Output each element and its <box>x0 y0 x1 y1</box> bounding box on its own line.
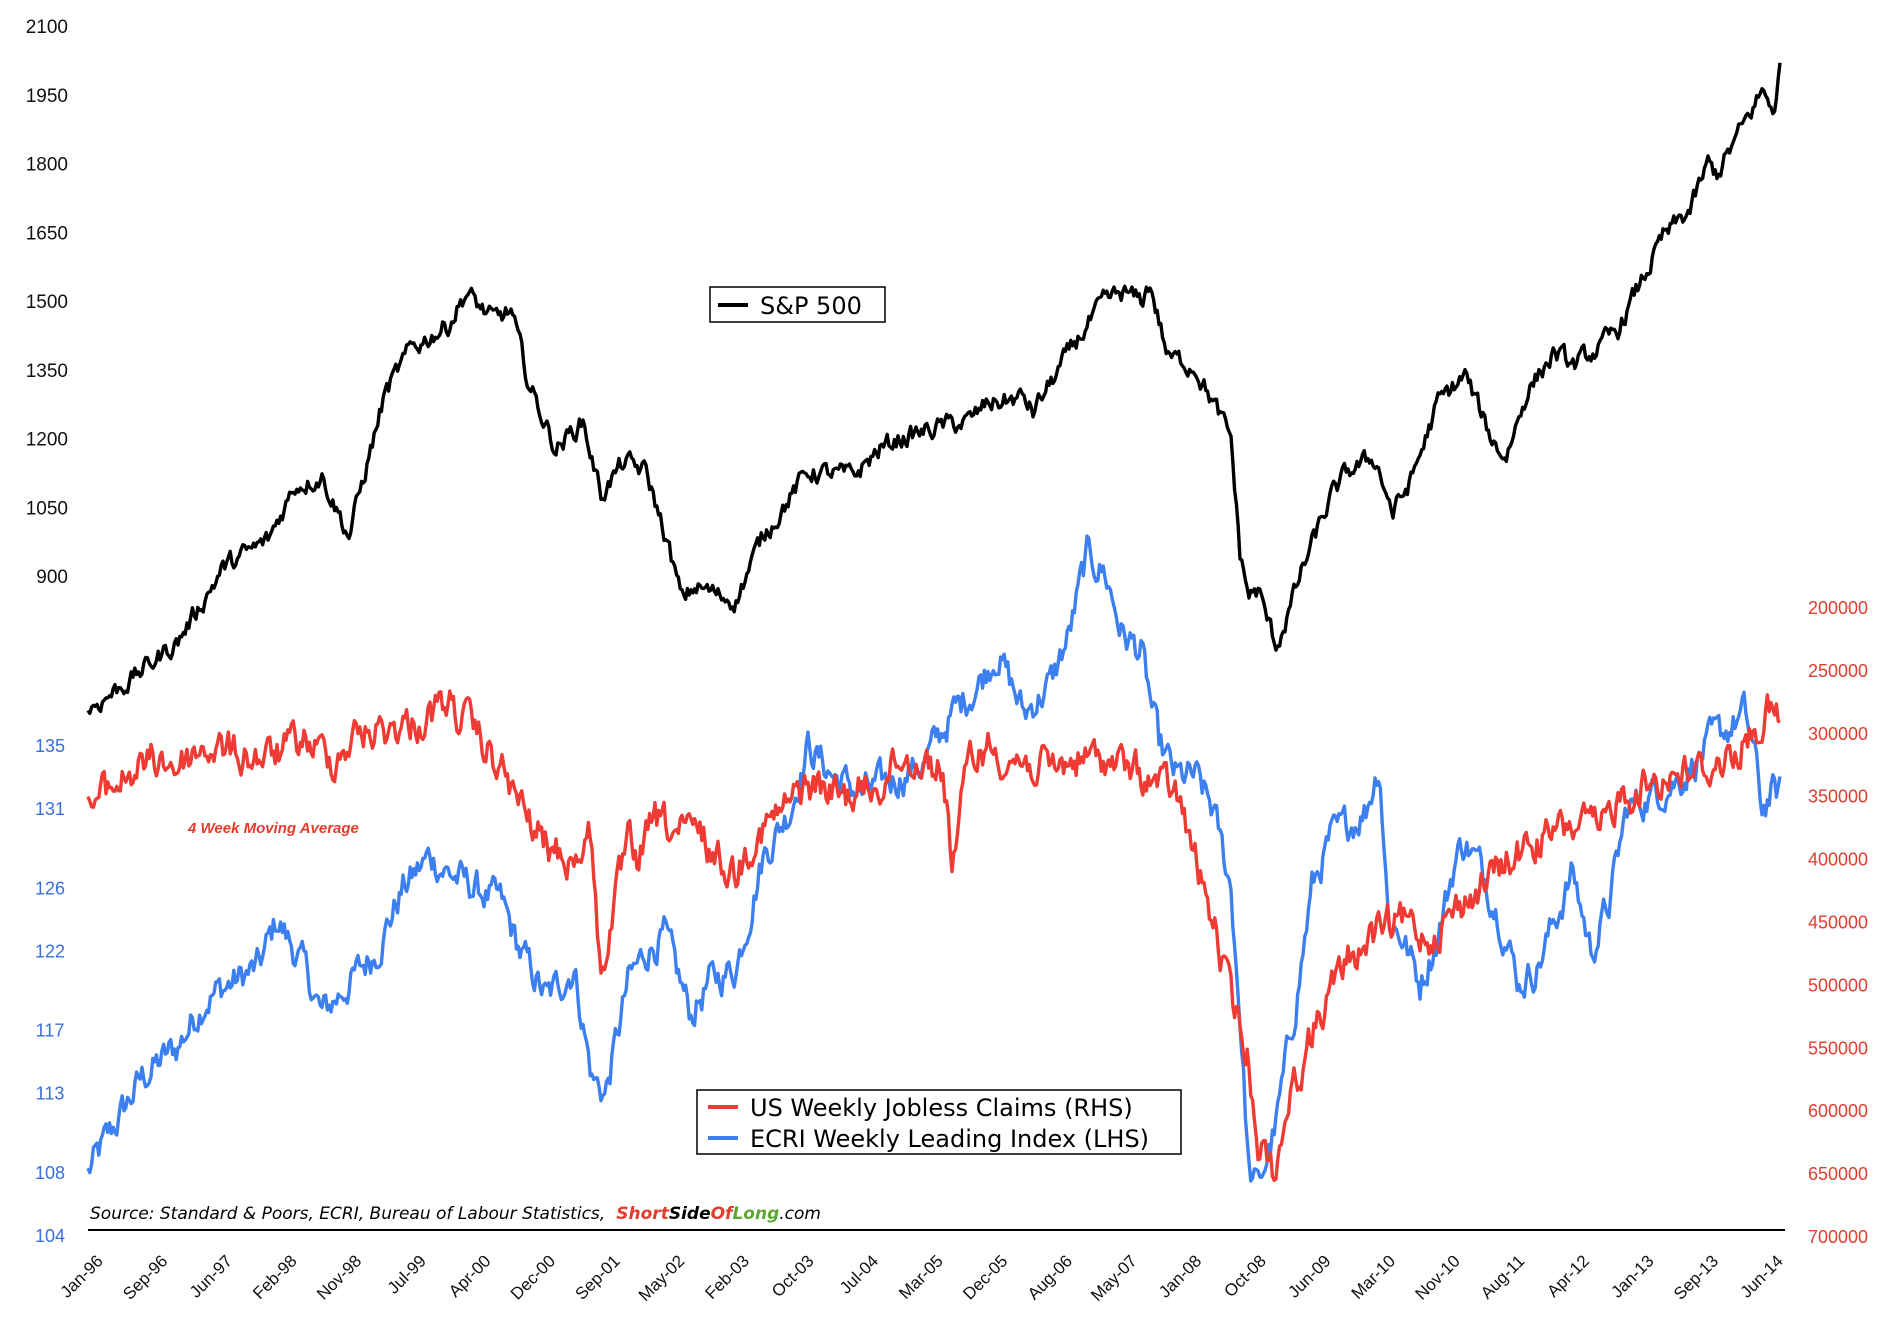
claims-tick-400000: 400000 <box>1808 850 1868 870</box>
sp500-line <box>86 62 1782 716</box>
lower-legend: US Weekly Jobless Claims (RHS) ECRI Week… <box>696 1089 1182 1155</box>
claims-legend-label: US Weekly Jobless Claims (RHS) <box>750 1094 1133 1122</box>
x-tick-Dec-05: Dec-05 <box>959 1251 1011 1303</box>
x-tick-Jun-09: Jun-09 <box>1284 1251 1334 1301</box>
x-tick-Feb-98: Feb-98 <box>249 1251 301 1303</box>
claims-tick-600000: 600000 <box>1808 1101 1868 1121</box>
sp500-tick-1650: 1650 <box>26 223 68 244</box>
ecri-axis-ticks: 135 131 126 122 117 113 108 104 <box>35 736 65 1246</box>
x-tick-Jun-97: Jun-97 <box>186 1251 236 1301</box>
sp500-axis-ticks: 2100 1950 1800 1650 1500 1350 1200 1050 900 <box>26 17 68 588</box>
x-tick-Sep-96: Sep-96 <box>119 1251 171 1303</box>
x-tick-Sep-01: Sep-01 <box>572 1251 624 1303</box>
claims-tick-450000: 450000 <box>1808 913 1868 933</box>
x-tick-Mar-05: Mar-05 <box>895 1251 947 1303</box>
ecri-tick-113: 113 <box>36 1084 65 1104</box>
x-tick-Oct-03: Oct-03 <box>768 1251 818 1301</box>
moving-average-note: 4 Week Moving Average <box>187 820 359 837</box>
x-axis-ticks: Jan-96 Sep-96 Jun-97 Feb-98 Nov-98 Jul-99 Apr-… <box>57 1251 1787 1305</box>
x-tick-Jan-96: Jan-96 <box>57 1251 107 1301</box>
ecri-tick-131: 131 <box>35 799 65 819</box>
sp500-tick-1050: 1050 <box>26 498 68 519</box>
brand-short: Short <box>616 1204 669 1224</box>
x-tick-Jul-04: Jul-04 <box>836 1251 882 1297</box>
x-tick-Apr-12: Apr-12 <box>1543 1251 1593 1301</box>
sp500-legend: S&P 500 <box>709 286 886 323</box>
brand-side: Side <box>669 1204 711 1224</box>
ecri-tick-117: 117 <box>36 1021 65 1041</box>
claims-line <box>86 689 1781 1182</box>
x-tick-Aug-11: Aug-11 <box>1477 1251 1528 1302</box>
ecri-tick-108: 108 <box>35 1163 65 1183</box>
sp500-tick-1950: 1950 <box>26 86 68 107</box>
x-tick-Sep-13: Sep-13 <box>1670 1251 1722 1303</box>
x-tick-Jul-99: Jul-99 <box>384 1251 430 1297</box>
x-tick-Apr-00: Apr-00 <box>445 1251 495 1301</box>
x-tick-Dec-00: Dec-00 <box>507 1251 559 1303</box>
sp500-tick-1500: 1500 <box>26 292 68 313</box>
brand-long: Long <box>732 1204 779 1224</box>
ecri-legend-label: ECRI Weekly Leading Index (LHS) <box>750 1125 1149 1153</box>
claims-tick-200000: 200000 <box>1808 598 1868 618</box>
ecri-tick-122: 122 <box>35 941 65 961</box>
x-tick-Jan-13: Jan-13 <box>1607 1251 1657 1301</box>
brand-com: .com <box>779 1204 821 1224</box>
sp500-tick-900: 900 <box>36 567 68 588</box>
ecri-line <box>86 534 1782 1183</box>
x-tick-Aug-06: Aug-06 <box>1024 1251 1076 1303</box>
x-tick-Nov-10: Nov-10 <box>1412 1251 1464 1303</box>
x-tick-Feb-03: Feb-03 <box>701 1251 753 1303</box>
x-tick-Oct-08: Oct-08 <box>1220 1251 1270 1301</box>
ecri-tick-104: 104 <box>35 1226 65 1246</box>
brand-of: Of <box>711 1204 735 1224</box>
claims-tick-500000: 500000 <box>1808 975 1868 995</box>
claims-tick-250000: 250000 <box>1808 661 1868 681</box>
claims-tick-300000: 300000 <box>1808 724 1868 744</box>
x-tick-Jun-14: Jun-14 <box>1737 1251 1787 1301</box>
source-text: Source: Standard & Poors, ECRI, Bureau o… <box>90 1204 605 1224</box>
sp500-tick-1350: 1350 <box>26 361 68 382</box>
series-layer <box>86 62 1782 1183</box>
source-line: Source: Standard & Poors, ECRI, Bureau o… <box>90 1204 821 1224</box>
ecri-tick-126: 126 <box>35 878 65 898</box>
x-tick-Mar-10: Mar-10 <box>1348 1251 1400 1303</box>
ecri-tick-135: 135 <box>35 736 65 756</box>
sp500-tick-1800: 1800 <box>26 155 68 176</box>
x-tick-Nov-98: Nov-98 <box>313 1251 365 1303</box>
claims-tick-350000: 350000 <box>1808 787 1868 807</box>
claims-tick-550000: 550000 <box>1808 1038 1868 1058</box>
claims-axis-ticks: 200000 250000 300000 350000 400000 450000 5000… <box>1808 598 1868 1247</box>
sp500-tick-2100: 2100 <box>26 17 68 38</box>
sp500-legend-label: S&P 500 <box>760 292 862 320</box>
claims-tick-650000: 650000 <box>1808 1164 1868 1184</box>
claims-tick-700000: 700000 <box>1808 1227 1868 1247</box>
sp500-tick-1200: 1200 <box>26 430 68 451</box>
x-tick-Jan-08: Jan-08 <box>1155 1251 1205 1301</box>
x-tick-May-02: May-02 <box>635 1251 689 1305</box>
x-tick-May-07: May-07 <box>1087 1251 1141 1305</box>
